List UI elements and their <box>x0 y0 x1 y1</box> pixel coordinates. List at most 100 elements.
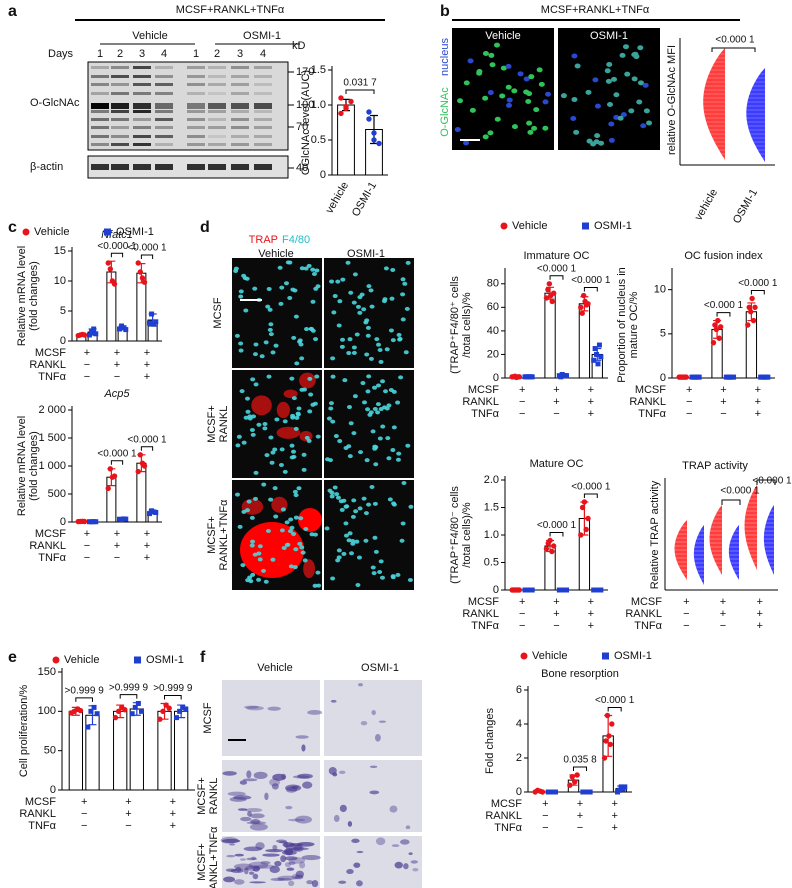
data-point <box>129 711 135 717</box>
resorption-pit <box>229 796 247 802</box>
day-label: 2 <box>214 48 220 60</box>
data-point <box>81 518 88 525</box>
cell <box>400 521 406 526</box>
cell <box>297 338 303 343</box>
y-tick-label: 0 <box>60 516 66 528</box>
y-tick-label: 6 <box>516 684 522 696</box>
cell <box>505 84 512 90</box>
cell <box>384 347 390 352</box>
row-label: RANKL <box>208 778 220 815</box>
violin <box>763 505 774 575</box>
y-tick-label: 5 <box>60 305 66 317</box>
cell <box>268 497 274 502</box>
cell <box>343 533 349 538</box>
cell <box>256 422 262 427</box>
y-label: relative O-GlcNAc MFI <box>666 45 678 155</box>
resorption-pit <box>408 852 413 855</box>
cell <box>279 285 285 290</box>
column-label: Vehicle <box>485 30 520 42</box>
cell <box>643 108 650 114</box>
resorption-pit <box>302 781 313 789</box>
condition-sign: + <box>588 620 594 632</box>
column-label: Vehicle <box>257 662 292 674</box>
condition-sign: + <box>519 384 525 396</box>
cell <box>340 337 346 342</box>
resorption-pit <box>246 770 252 779</box>
resorption-pit <box>226 854 236 858</box>
legend-marker <box>22 228 30 236</box>
cell <box>346 405 352 410</box>
condition-name: RANKL <box>29 540 66 552</box>
data-point <box>598 354 604 360</box>
p-bracket <box>583 493 598 498</box>
cell <box>506 102 513 108</box>
y-tick-label: 0 <box>60 335 66 347</box>
data-point <box>578 304 584 311</box>
osteoclast <box>283 389 298 399</box>
legend-marker <box>134 656 141 664</box>
cell <box>339 344 345 349</box>
blot-band <box>231 66 249 69</box>
data-point <box>107 266 114 272</box>
p-bracket <box>345 89 375 94</box>
data-point <box>166 705 172 711</box>
resorption-pit <box>289 847 309 851</box>
cell <box>281 545 287 550</box>
data-point <box>683 374 690 380</box>
x-tick-label: OSMI-1 <box>731 187 760 226</box>
data-point <box>750 317 757 324</box>
data-point <box>94 711 100 717</box>
legend-label: Vehicle <box>34 226 69 238</box>
blot-band <box>208 103 226 109</box>
blot-band <box>208 135 226 138</box>
cell <box>243 308 249 313</box>
violin <box>703 48 725 160</box>
resorption-pit <box>400 839 410 845</box>
data-point <box>622 784 628 790</box>
blot-band <box>155 143 173 146</box>
p-bracket <box>583 287 598 292</box>
cell <box>525 99 532 105</box>
y-tick-label: 0.5 <box>311 134 326 146</box>
condition-sign: + <box>756 608 762 620</box>
resorption-pit <box>394 861 403 869</box>
cell <box>284 520 290 525</box>
cell <box>296 406 302 411</box>
column-label: OSMI-1 <box>361 662 399 674</box>
y-tick-label: 1 000 <box>38 460 66 472</box>
condition-sign: + <box>542 798 548 810</box>
violin <box>746 68 765 162</box>
blot-band <box>133 118 151 121</box>
stain-label: F4/80 <box>282 234 310 246</box>
blot-band <box>91 92 109 95</box>
day-label: 1 <box>193 48 199 60</box>
resorption-pit <box>265 848 284 853</box>
y-label: Relative TRAP activity <box>649 480 661 589</box>
data-point <box>603 738 609 744</box>
cell <box>542 125 549 131</box>
condition-sign: + <box>84 528 90 540</box>
condition-sign: + <box>170 820 176 832</box>
condition-sign: − <box>542 822 548 834</box>
blot-band <box>111 143 129 146</box>
cell <box>505 63 512 69</box>
cell <box>376 342 382 347</box>
blot-band <box>187 103 205 109</box>
marker-label: 70 <box>296 121 308 133</box>
condition-sign: + <box>144 528 150 540</box>
cell <box>571 53 578 59</box>
cell <box>331 310 337 315</box>
cell <box>291 454 297 459</box>
cell <box>265 529 271 534</box>
cell <box>622 44 629 50</box>
data-point <box>564 587 570 593</box>
data-point <box>180 704 186 710</box>
cell <box>395 572 401 577</box>
data-point <box>338 95 344 101</box>
blot-band <box>155 110 173 113</box>
cell <box>290 413 296 418</box>
condition-sign: + <box>114 347 120 359</box>
cell <box>253 382 259 387</box>
cell <box>372 406 378 411</box>
cell <box>314 268 320 273</box>
